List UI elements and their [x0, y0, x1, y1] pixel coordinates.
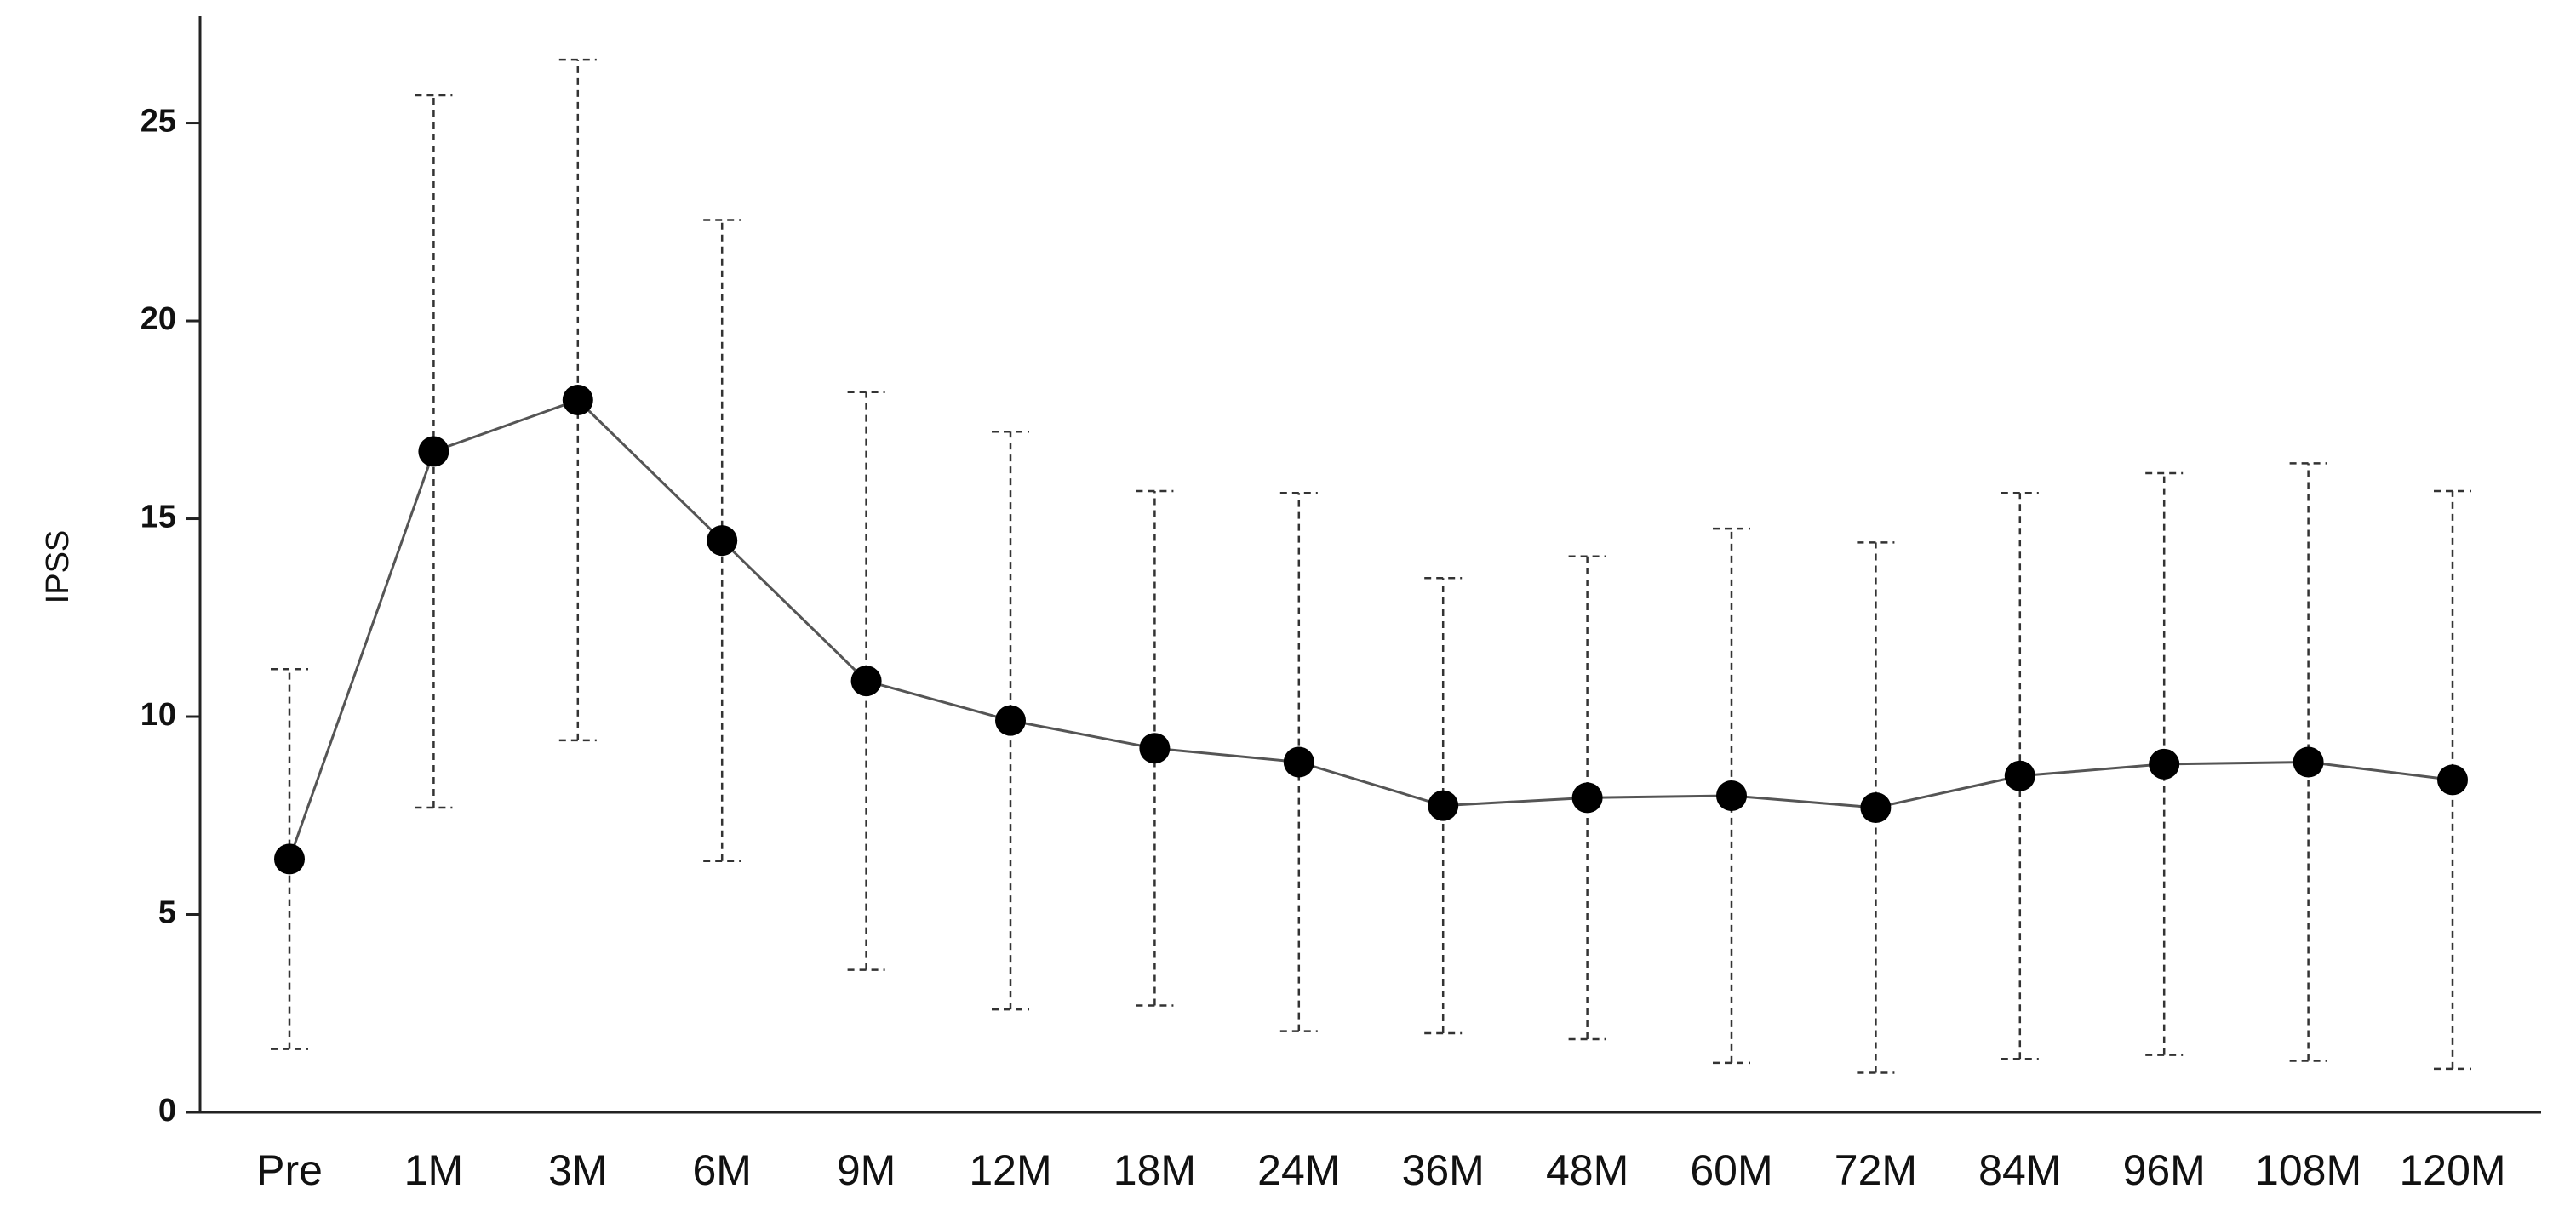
x-tick-label: 108M [2255, 1146, 2361, 1194]
y-axis-label: IPSS [40, 530, 76, 604]
y-tick-label: 25 [140, 104, 176, 140]
point [1860, 791, 1892, 823]
point [1716, 780, 1747, 812]
x-tick-label: 9M [837, 1146, 896, 1194]
point [995, 705, 1026, 736]
x-tick-label: 24M [1257, 1146, 1340, 1194]
x-tick-label: 48M [1546, 1146, 1629, 1194]
x-tick-label: 84M [1978, 1146, 2061, 1194]
x-tick-label: 120M [2399, 1146, 2505, 1194]
x-tick-label: Pre [256, 1146, 323, 1194]
x-tick-label: 3M [548, 1146, 607, 1194]
x-tick-label: 96M [2123, 1146, 2206, 1194]
x-tick-label: 6M [692, 1146, 751, 1194]
x-tick-label: 36M [1402, 1146, 1485, 1194]
point [418, 436, 449, 467]
point [2293, 746, 2324, 778]
x-tick-label: 1M [404, 1146, 463, 1194]
point [2149, 748, 2180, 780]
y-tick-label: 15 [140, 500, 176, 535]
point [562, 385, 593, 416]
x-tick-label: 60M [1690, 1146, 1772, 1194]
x-tick-label: 18M [1113, 1146, 1196, 1194]
point [2004, 760, 2035, 791]
y-tick-label: 0 [158, 1093, 176, 1128]
point [850, 666, 882, 697]
point [1139, 733, 1171, 764]
y-tick-label: 20 [140, 301, 176, 337]
x-tick-label: 12M [969, 1146, 1051, 1194]
point [2437, 764, 2468, 796]
point [1428, 790, 1459, 821]
point [1571, 782, 1603, 814]
y-tick-label: 10 [140, 697, 176, 733]
x-tick-label: 72M [1835, 1146, 1917, 1194]
point [707, 525, 738, 557]
point [274, 843, 305, 875]
point [1283, 746, 1314, 778]
y-tick-label: 5 [158, 895, 176, 931]
line [288, 398, 2453, 860]
